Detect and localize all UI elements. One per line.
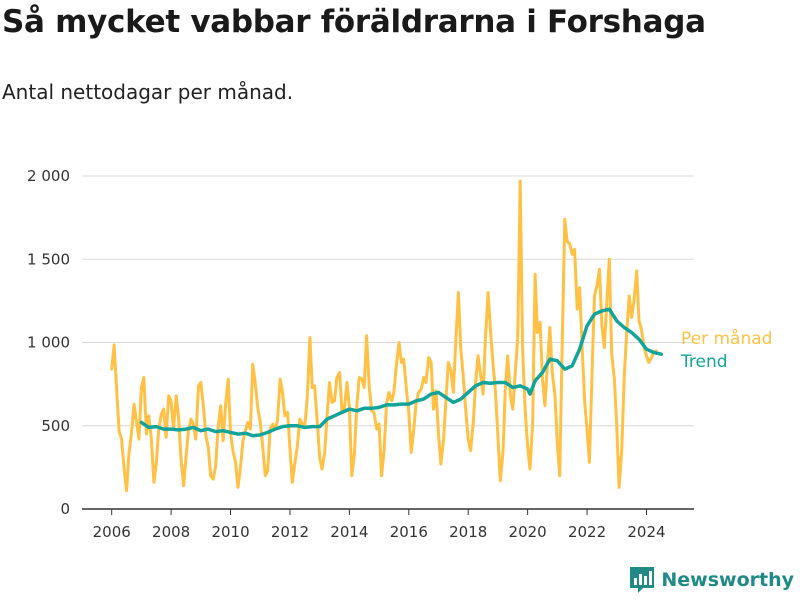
y-tick-label: 500 [41,417,70,435]
series-lines [110,179,664,493]
x-tick-label: 2010 [211,523,249,541]
brand-logo[interactable]: Newsworthy [629,566,794,594]
y-tick-label: 0 [60,500,70,518]
x-tick-label: 2008 [152,523,190,541]
brand-name: Newsworthy [661,569,794,591]
legend: Per månad Trend [680,328,772,372]
x-tick-label: 2014 [330,523,368,541]
legend-label-trend: Trend [680,352,728,372]
chart-title: Så mycket vabbar föräldrarna i Forshaga [2,4,706,40]
x-axis: 2006 2008 2010 2012 2014 2016 2018 2020 2022 2024 [82,508,694,541]
x-tick-label: 2020 [509,523,547,541]
x-tick-label: 2022 [568,523,606,541]
x-tick-label: 2012 [271,523,309,541]
y-tick-label: 1 000 [27,334,70,352]
y-axis-ticks: 0 500 1 000 1 500 2 000 [27,167,70,518]
chart-subtitle: Antal nettodagar per månad. [2,80,294,104]
series-line-per-manad [110,179,658,493]
y-tick-label: 2 000 [27,167,70,185]
legend-label-per-manad: Per månad [681,328,772,349]
bar-chart-logo-icon [630,567,655,593]
x-tick-label: 2016 [390,523,428,541]
x-tick-label: 2024 [627,523,665,541]
y-tick-label: 1 500 [27,250,70,268]
x-tick-label: 2018 [449,523,487,541]
x-tick-label: 2006 [93,523,131,541]
series-line-trend [139,307,664,438]
